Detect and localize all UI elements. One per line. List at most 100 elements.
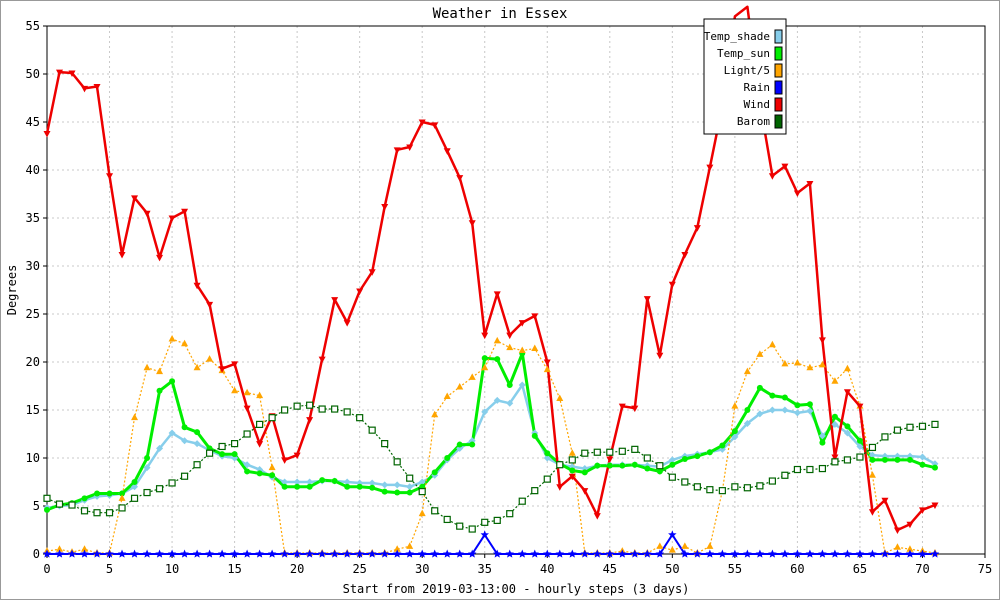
data-point-barom: [681, 478, 689, 486]
data-point-barom: [43, 494, 51, 502]
data-point-temp-sun: [919, 461, 926, 468]
data-point-wind: [768, 173, 776, 180]
data-point-temp-sun: [544, 450, 551, 457]
y-tick-label: 5: [33, 499, 40, 513]
data-point-barom: [718, 487, 726, 495]
data-point-temp-sun: [306, 483, 313, 490]
data-point-rain: [518, 549, 527, 558]
data-point-wind: [906, 521, 914, 529]
data-point-wind: [156, 254, 164, 262]
data-point-wind: [868, 509, 876, 516]
data-point-rain: [142, 549, 152, 558]
data-point-temp-sun: [481, 355, 488, 362]
data-point-light-5: [806, 363, 814, 371]
legend-label-rain: Rain: [744, 81, 771, 94]
data-point-temp-sun: [594, 462, 601, 469]
legend-label-wind: Wind: [744, 98, 771, 111]
data-point-light-5: [56, 545, 64, 552]
x-tick-label: 75: [978, 562, 992, 576]
data-point-light-5: [818, 360, 826, 368]
data-point-rain: [380, 549, 389, 558]
data-point-light-5: [206, 355, 214, 362]
data-point-barom: [931, 420, 939, 428]
x-tick-label: 70: [915, 562, 929, 576]
data-point-barom: [168, 479, 176, 487]
data-point-rain: [42, 549, 52, 558]
data-point-temp-sun: [569, 467, 576, 474]
data-point-temp-shade: [281, 478, 289, 486]
data-point-temp-sun: [494, 356, 501, 363]
data-point-wind: [206, 301, 214, 309]
data-point-light-5: [456, 382, 464, 390]
data-point-wind: [243, 405, 251, 413]
y-tick-label: 10: [26, 451, 40, 465]
x-tick-label: 45: [603, 562, 617, 576]
data-point-temp-shade: [543, 454, 551, 462]
y-tick-label: 35: [26, 211, 40, 225]
data-point-barom: [881, 433, 889, 441]
data-point-temp-shade: [381, 481, 389, 489]
data-point-temp-sun: [444, 455, 451, 461]
data-point-light-5: [481, 363, 489, 371]
data-point-temp-shade: [243, 461, 251, 469]
legend-swatch-rain: [774, 80, 783, 95]
data-point-light-5: [793, 358, 801, 366]
data-point-temp-sun: [844, 423, 851, 430]
data-point-rain: [630, 549, 640, 558]
data-point-temp-shade: [781, 406, 789, 414]
data-point-barom: [218, 442, 226, 451]
data-point-light-5: [268, 463, 276, 471]
data-point-rain: [155, 549, 164, 558]
data-point-barom: [381, 440, 389, 448]
data-point-wind: [231, 361, 239, 368]
data-point-barom: [618, 447, 626, 455]
data-point-temp-sun: [294, 483, 301, 490]
data-point-barom: [743, 484, 751, 492]
data-point-barom: [68, 501, 76, 509]
data-point-barom: [768, 477, 776, 485]
data-point-barom: [843, 456, 852, 464]
data-point-rain: [330, 549, 339, 558]
axis-ticks: 0 5 10 15 20 25 30 35 40 45 50 55 0 5 10 15 20 25 30 35 40 45…: [26, 19, 993, 576]
data-point-barom: [693, 483, 701, 491]
x-tick-label: 35: [478, 562, 492, 576]
data-point-rain: [242, 549, 252, 558]
data-point-rain: [668, 530, 677, 539]
data-point-wind: [793, 190, 801, 198]
data-point-barom: [231, 440, 239, 448]
data-point-light-5: [131, 413, 139, 421]
data-point-temp-sun: [869, 456, 876, 463]
data-point-temp-sun: [219, 451, 226, 458]
data-point-wind: [118, 251, 126, 259]
data-point-barom: [593, 448, 601, 456]
data-point-barom: [793, 465, 802, 474]
data-point-light-5: [531, 344, 539, 352]
data-point-light-5: [843, 364, 851, 372]
data-point-temp-sun: [131, 479, 138, 485]
data-point-wind: [706, 164, 714, 172]
data-point-barom: [581, 449, 589, 457]
data-point-temp-sun: [669, 461, 676, 468]
data-point-barom: [831, 458, 839, 466]
data-point-rain: [643, 549, 652, 558]
data-point-light-5: [756, 350, 764, 357]
data-point-light-5: [181, 339, 189, 347]
data-point-wind: [506, 332, 514, 340]
data-point-barom: [368, 426, 376, 434]
data-point-light-5: [468, 373, 476, 380]
data-point-wind: [181, 208, 189, 216]
data-point-rain: [893, 549, 902, 558]
data-point-temp-shade: [293, 478, 301, 486]
data-point-temp-sun: [681, 455, 688, 462]
data-point-barom: [556, 461, 564, 469]
data-point-barom: [856, 453, 864, 461]
data-point-rain: [430, 549, 439, 558]
data-point-rain: [743, 549, 752, 558]
data-point-light-5: [118, 494, 126, 501]
data-point-light-5: [256, 391, 264, 399]
data-point-light-5: [831, 377, 839, 384]
data-point-temp-sun: [194, 429, 201, 436]
x-tick-label: 60: [790, 562, 804, 576]
data-point-wind: [56, 69, 64, 77]
data-point-barom: [756, 482, 764, 490]
